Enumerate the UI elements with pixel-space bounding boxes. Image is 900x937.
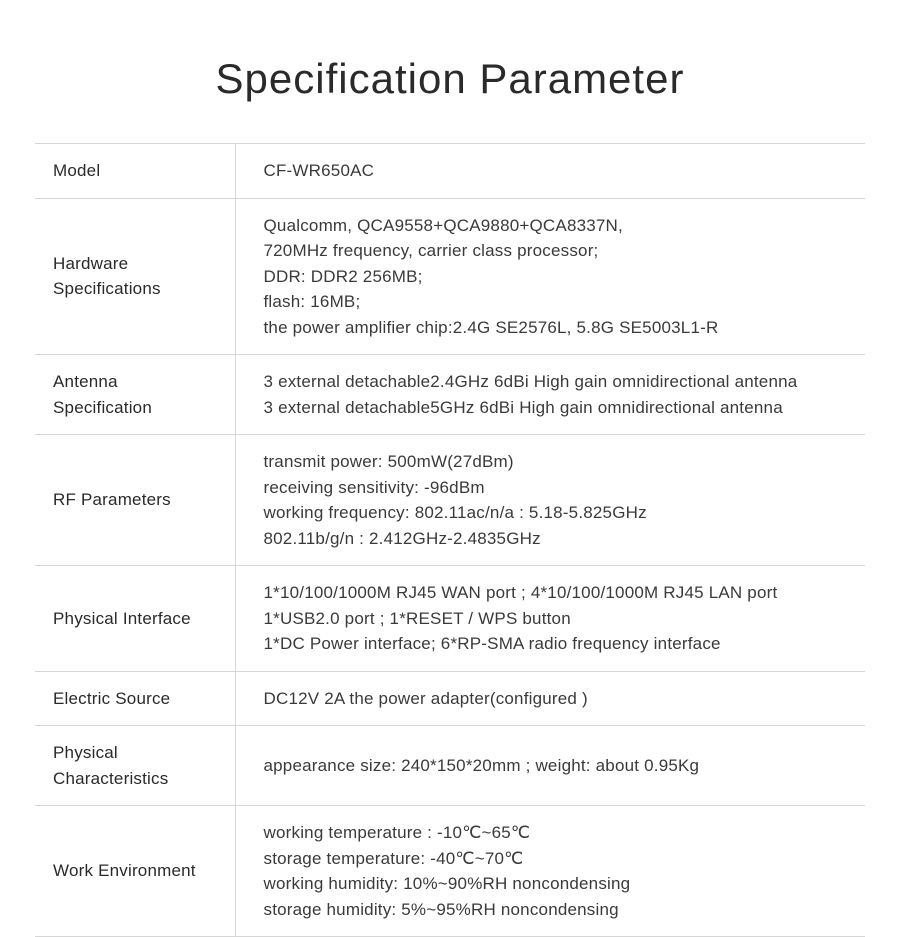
table-row: Model CF-WR650AC [35,144,865,199]
value-line: receiving sensitivity: -96dBm [264,475,856,501]
value-line: DDR: DDR2 256MB; [264,264,856,290]
row-label: Electric Source [35,671,235,726]
value-line: working humidity: 10%~90%RH noncondensin… [264,871,856,897]
value-line: working temperature : -10℃~65℃ [264,820,856,846]
value-line: 3 external detachable2.4GHz 6dBi High ga… [264,369,856,395]
value-line: 1*DC Power interface; 6*RP-SMA radio fre… [264,631,856,657]
table-row: HardwareSpecificationsQualcomm, QCA9558+… [35,198,865,355]
table-row: Physical Interface 1*10/100/1000M RJ45 WA… [35,566,865,672]
row-label: Model [35,144,235,199]
table-row: RF Parameterstransmit power: 500mW(27dBm… [35,435,865,566]
spec-table: ModelCF-WR650ACHardwareSpecificationsQua… [35,143,865,937]
value-line: DC12V 2A the power adapter(configured ) [264,686,856,712]
value-line: 720MHz frequency, carrier class processo… [264,238,856,264]
table-row: PhysicalCharacteristics appearance size: … [35,726,865,806]
value-line: storage humidity: 5%~95%RH noncondensing [264,897,856,923]
value-line: 802.11b/g/n : 2.412GHz-2.4835GHz [264,526,856,552]
row-value: DC12V 2A the power adapter(configured ) [235,671,865,726]
spec-table-body: ModelCF-WR650ACHardwareSpecificationsQua… [35,144,865,937]
value-line: 3 external detachable5GHz 6dBi High gain… [264,395,856,421]
value-line: working frequency: 802.11ac/n/a : 5.18-5… [264,500,856,526]
value-line: transmit power: 500mW(27dBm) [264,449,856,475]
row-value: 3 external detachable2.4GHz 6dBi High ga… [235,355,865,435]
value-line: 1*10/100/1000M RJ45 WAN port ; 4*10/100/… [264,580,856,606]
table-row: Electric Source DC12V 2A the power adapte… [35,671,865,726]
row-label: Physical Interface [35,566,235,672]
row-label: RF Parameters [35,435,235,566]
value-line: the power amplifier chip:2.4G SE2576L, 5… [264,315,856,341]
row-value: CF-WR650AC [235,144,865,199]
table-row: Work Environmentworking temperature : -1… [35,806,865,937]
value-line: CF-WR650AC [264,158,856,184]
row-label: Work Environment [35,806,235,937]
value-line: Qualcomm, QCA9558+QCA9880+QCA8337N, [264,213,856,239]
row-label: AntennaSpecification [35,355,235,435]
row-label: PhysicalCharacteristics [35,726,235,806]
row-label: HardwareSpecifications [35,198,235,355]
value-line: appearance size: 240*150*20mm ; weight: … [264,753,856,779]
table-row: AntennaSpecification 3 external detachabl… [35,355,865,435]
row-value: transmit power: 500mW(27dBm)receiving se… [235,435,865,566]
value-line: storage temperature: -40℃~70℃ [264,846,856,872]
row-value: appearance size: 240*150*20mm ; weight: … [235,726,865,806]
row-value: 1*10/100/1000M RJ45 WAN port ; 4*10/100/… [235,566,865,672]
row-value: Qualcomm, QCA9558+QCA9880+QCA8337N,720MH… [235,198,865,355]
value-line: 1*USB2.0 port ; 1*RESET / WPS button [264,606,856,632]
row-value: working temperature : -10℃~65℃storage te… [235,806,865,937]
page-title: Specification Parameter [0,0,900,143]
value-line: flash: 16MB; [264,289,856,315]
